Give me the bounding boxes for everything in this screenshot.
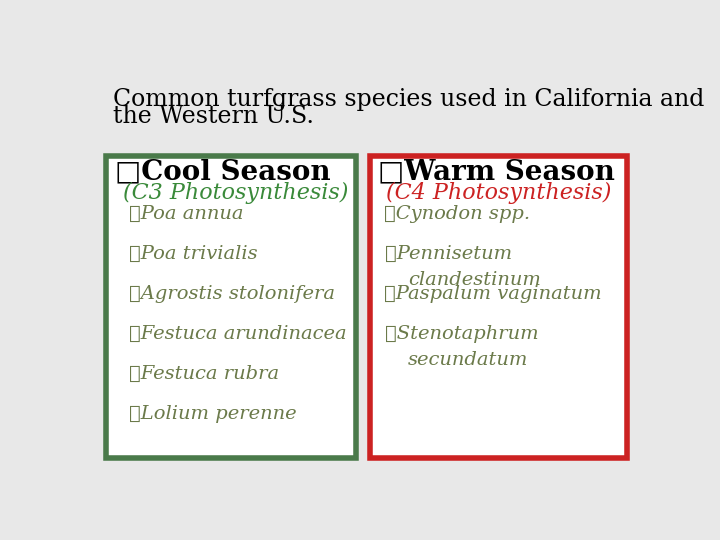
Text: ➤Lolium perenne: ➤Lolium perenne [129,405,297,423]
Text: Common turfgrass species used in California and: Common turfgrass species used in Califor… [113,88,705,111]
Text: ➤Agrostis stolonifera: ➤Agrostis stolonifera [129,285,335,303]
Text: ➤Cynodon spp.: ➤Cynodon spp. [384,205,531,223]
Text: ➤Paspalum vaginatum: ➤Paspalum vaginatum [384,285,602,303]
Text: ➤Poa trivialis: ➤Poa trivialis [129,245,257,263]
Text: the Western U.S.: the Western U.S. [113,105,314,128]
Text: ➤Festuca rubra: ➤Festuca rubra [129,365,279,383]
Text: secundatum: secundatum [408,351,528,369]
Text: ➤Poa annua: ➤Poa annua [129,205,243,223]
FancyBboxPatch shape [370,157,627,458]
Text: ➤Pennisetum: ➤Pennisetum [384,245,512,263]
Text: ➤Stenotaphrum: ➤Stenotaphrum [384,325,538,343]
Text: □Cool Season: □Cool Season [114,159,330,186]
Text: (C4 Photosynthesis): (C4 Photosynthesis) [386,182,611,204]
FancyBboxPatch shape [107,157,356,458]
Text: clandestinum: clandestinum [408,271,541,289]
Text: ➤Festuca arundinacea: ➤Festuca arundinacea [129,325,346,343]
Text: (C3 Photosynthesis): (C3 Photosynthesis) [122,182,348,204]
Text: □Warm Season: □Warm Season [378,159,615,186]
